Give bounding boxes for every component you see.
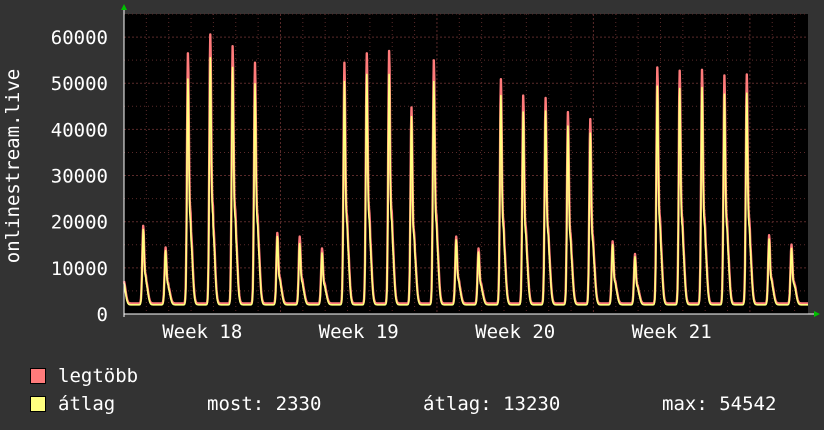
x-tick-label: Week 18	[162, 321, 242, 343]
legend-item-max: legtöbb	[30, 362, 810, 390]
series-layer	[122, 33, 809, 306]
legend-swatch-avg	[30, 396, 46, 412]
legend-label-avg: átlag	[58, 393, 116, 415]
axes	[121, 4, 820, 317]
y-tick-label: 30000	[51, 166, 108, 188]
y-tick-label: 10000	[51, 258, 108, 280]
legend: legtöbb átlag most: 2330 átlag: 13230 ma…	[30, 362, 810, 418]
y-tick-label: 40000	[51, 119, 108, 141]
stat-max: max: 54542	[662, 393, 777, 415]
x-tick-label: Week 20	[475, 321, 555, 343]
x-axis-arrow	[814, 311, 820, 317]
y-tick-label: 60000	[51, 27, 108, 49]
tick-labels: 0 10000 20000 30000 40000 50000 60000 Week 18 We…	[51, 27, 712, 343]
stat-average: átlag: 13230	[423, 393, 561, 415]
stat-now: most: 2330	[207, 393, 322, 415]
grid	[124, 13, 808, 314]
y-tick-label: 50000	[51, 73, 108, 95]
x-tick-label: Week 19	[319, 321, 399, 343]
legend-label-max: legtöbb	[58, 365, 139, 387]
y-tick-label: 20000	[51, 212, 108, 234]
legend-swatch-max	[30, 368, 46, 384]
y-axis-arrow	[121, 4, 127, 10]
series-line-avg	[123, 57, 809, 306]
x-tick-label: Week 21	[632, 321, 712, 343]
y-tick-label: 0	[97, 304, 108, 326]
y-axis-label: onlinestream.live	[2, 69, 24, 263]
legend-item-avg: átlag	[30, 390, 810, 418]
